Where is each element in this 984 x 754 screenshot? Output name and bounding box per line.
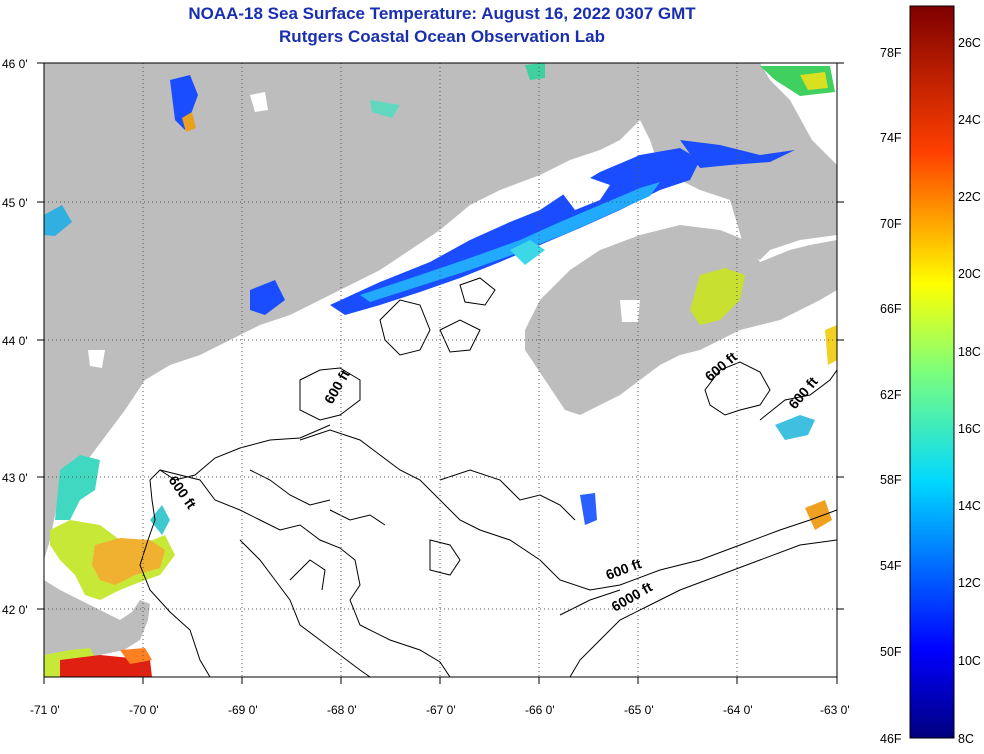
colorbar (909, 5, 955, 739)
colorbar-label-f: 70F (880, 217, 902, 231)
colorbar-label-f: 50F (880, 645, 902, 659)
lon-tick-label: -64 0' (723, 703, 753, 717)
colorbar-label-c: 10C (958, 654, 981, 668)
colorbar-label-f: 62F (880, 388, 902, 402)
map-subtitle: Rutgers Coastal Ocean Observation Lab (279, 27, 605, 46)
colorbar-label-c: 16C (958, 422, 981, 436)
sst-data-pixels (44, 63, 837, 677)
colorbar-label-c: 14C (958, 499, 981, 513)
land-cape-cod (44, 580, 150, 665)
lon-tick-label: -70 0' (129, 703, 159, 717)
lon-tick-label: -63 0' (820, 703, 850, 717)
lat-tick-label: 43 0' (2, 471, 28, 485)
frame-ticks (37, 62, 844, 684)
lon-tick-label: -66 0' (525, 703, 555, 717)
colorbar-label-c: 8C (958, 732, 974, 746)
lon-tick-label: -68 0' (327, 703, 357, 717)
colorbar-label-f: 54F (880, 559, 902, 573)
colorbar-label-f: 74F (880, 131, 902, 145)
graticule (44, 63, 837, 677)
land-nova-scotia (525, 225, 837, 415)
colorbar-label-f: 66F (880, 302, 902, 316)
colorbar-label-c: 20C (958, 267, 981, 281)
lat-tick-label: 46 0' (2, 57, 28, 71)
bathymetry-contours (139, 277, 837, 677)
colorbar-label-c: 22C (958, 190, 981, 204)
lat-tick-label: 45 0' (2, 196, 28, 210)
colorbar-label-c: 18C (958, 345, 981, 359)
colorbar-label-c: 26C (958, 36, 981, 50)
lon-tick-label: -71 0' (30, 703, 60, 717)
lat-tick-label: 42 0' (2, 603, 28, 617)
colorbar-label-f: 46F (880, 732, 902, 746)
colorbar-label-c: 24C (958, 113, 981, 127)
lon-tick-label: -65 0' (624, 703, 654, 717)
lon-tick-label: -69 0' (228, 703, 258, 717)
colorbar-label-f: 58F (880, 473, 902, 487)
lon-tick-label: -67 0' (426, 703, 456, 717)
colorbar-label-f: 78F (880, 46, 902, 60)
colorbar-label-c: 12C (958, 576, 981, 590)
map-title: NOAA-18 Sea Surface Temperature: August … (188, 4, 696, 23)
lat-tick-label: 44 0' (2, 334, 28, 348)
